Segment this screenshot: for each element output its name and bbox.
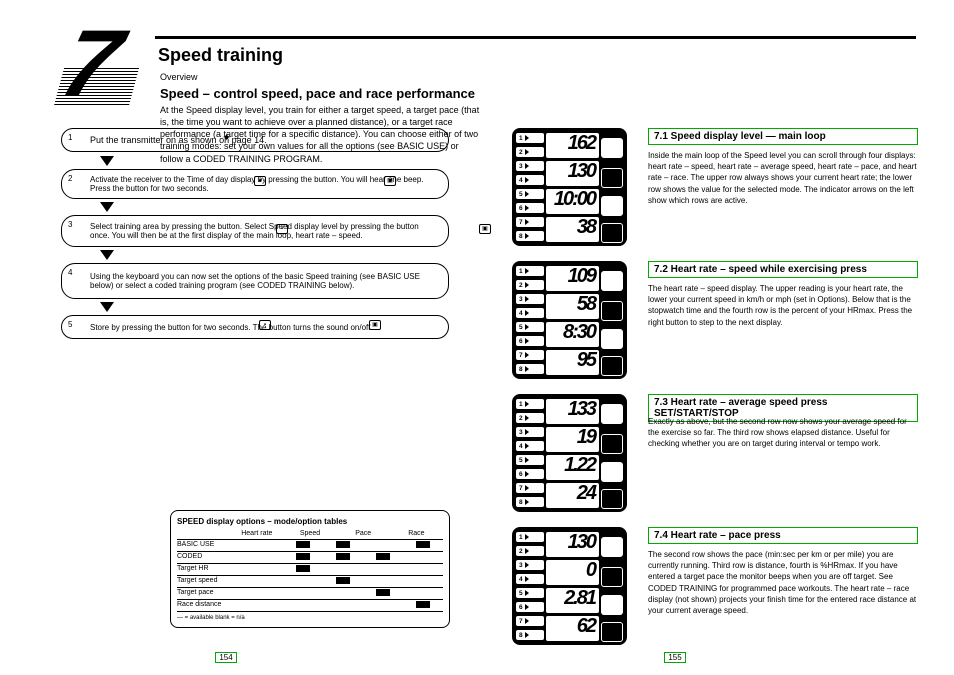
button-icon: ▣: [369, 320, 381, 330]
lcd-display: 12345678109588:3095: [512, 261, 627, 379]
lcd-display: 1234567816213010:0038: [512, 128, 627, 246]
button-icon: ●: [254, 176, 266, 186]
button-icon: ▣: [479, 224, 491, 234]
button-icon: ▪: [259, 320, 271, 330]
arrow-icon: [100, 202, 114, 212]
lcd-display: 1234567813002.8162: [512, 527, 627, 645]
arrow-icon: [100, 156, 114, 166]
step-1: 1 ✦ Put the transmitter on as shown on p…: [61, 128, 449, 152]
step-2: 2 ● ▣ Activate the receiver to the Time …: [61, 169, 449, 199]
button-icon: ▣: [384, 176, 396, 186]
person-icon: ✦: [222, 131, 231, 144]
section-body: The second row shows the pace (min:sec p…: [648, 549, 918, 616]
arrow-icon: [100, 250, 114, 260]
page-number-right: 155: [664, 652, 686, 663]
section-body: Exactly as above, but the second row now…: [648, 416, 918, 450]
arrow-icon: [100, 302, 114, 312]
step-4: 4 Using the keyboard you can now set the…: [61, 263, 449, 299]
section-header: 7.4 Heart rate – pace press: [648, 527, 918, 544]
overview-label: Overview: [160, 72, 198, 82]
page-title: Speed training: [158, 45, 283, 66]
chapter-number: 7: [50, 10, 124, 119]
lcd-display: 12345678133191.2224: [512, 394, 627, 512]
step-3: 3 ▪ ▣ Select training area by pressing t…: [61, 215, 449, 247]
button-icon: ▪: [276, 224, 288, 234]
header-rule: [155, 36, 916, 39]
section-body: Inside the main loop of the Speed level …: [648, 150, 918, 206]
page-number-left: 154: [215, 652, 237, 663]
step-5: 5 ▪ ▣ Store by pressing the button for t…: [61, 315, 449, 339]
modes-table: SPEED display options – mode/option tabl…: [170, 510, 450, 628]
section-header: 7.2 Heart rate – speed while exercising …: [648, 261, 918, 278]
section-header: 7.1 Speed display level — main loop: [648, 128, 918, 145]
page-subtitle: Speed – control speed, pace and race per…: [160, 86, 475, 101]
section-body: The heart rate – speed display. The uppe…: [648, 283, 918, 328]
